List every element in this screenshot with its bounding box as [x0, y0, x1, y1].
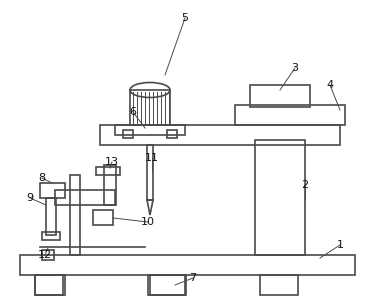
- Text: 11: 11: [145, 153, 159, 163]
- Bar: [260, 275, 298, 295]
- Bar: [100, 125, 340, 145]
- Text: 3: 3: [291, 63, 299, 73]
- Text: 4: 4: [326, 80, 333, 90]
- Bar: [40, 183, 65, 198]
- Text: 13: 13: [105, 157, 119, 167]
- Text: 12: 12: [38, 250, 52, 260]
- Text: 8: 8: [38, 173, 45, 183]
- Text: 7: 7: [190, 273, 197, 283]
- Bar: [70, 175, 80, 255]
- Bar: [167, 130, 177, 138]
- Text: 10: 10: [141, 217, 155, 227]
- Bar: [235, 105, 345, 125]
- Bar: [115, 125, 185, 135]
- Bar: [250, 85, 310, 107]
- Bar: [42, 232, 60, 240]
- Text: 5: 5: [182, 13, 188, 23]
- Bar: [96, 167, 120, 175]
- Bar: [130, 90, 170, 125]
- Bar: [42, 250, 54, 260]
- Bar: [104, 165, 116, 205]
- Bar: [147, 145, 153, 200]
- Bar: [123, 130, 133, 138]
- Bar: [148, 275, 186, 295]
- Bar: [20, 255, 355, 275]
- Text: 1: 1: [336, 240, 344, 250]
- Bar: [35, 275, 65, 295]
- Text: 6: 6: [130, 107, 137, 117]
- Bar: [46, 198, 56, 235]
- Bar: [35, 275, 63, 295]
- Bar: [150, 275, 185, 295]
- Text: 9: 9: [26, 193, 34, 203]
- Bar: [55, 190, 115, 205]
- Bar: [93, 210, 113, 225]
- Text: 2: 2: [302, 180, 309, 190]
- Bar: [255, 140, 305, 255]
